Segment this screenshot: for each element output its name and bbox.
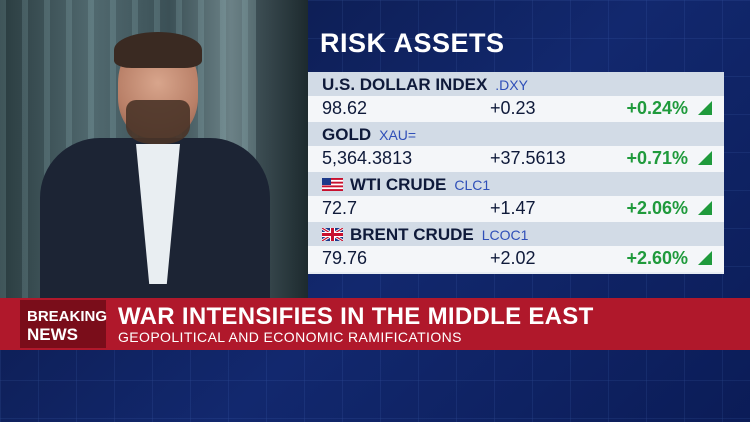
up-arrow-icon <box>698 151 712 165</box>
us-flag-icon <box>322 178 343 191</box>
asset-percent: +0.71% <box>626 148 688 168</box>
up-arrow-icon <box>698 251 712 265</box>
hair <box>114 32 202 68</box>
asset-label-row: WTI CRUDE CLC1 <box>308 172 724 196</box>
headline: WAR INTENSIFIES IN THE MIDDLE EAST <box>118 303 594 330</box>
uk-flag-icon <box>322 228 343 241</box>
asset-label-row: GOLD XAU= <box>308 122 724 146</box>
asset-change: +37.5613 <box>490 148 566 168</box>
asset-percent: +2.06% <box>626 198 688 218</box>
anchor-video <box>0 0 308 298</box>
asset-ric: LCOC1 <box>481 227 529 243</box>
risk-assets-panel: U.S. DOLLAR INDEX .DXY 98.62 +0.23 +0.24%… <box>308 72 724 274</box>
asset-change: +0.23 <box>490 98 536 118</box>
beard <box>126 100 190 144</box>
asset-percent: +2.60% <box>626 248 688 268</box>
asset-name: GOLD <box>322 125 372 144</box>
asset-value-row: 98.62 +0.23 +0.24% <box>308 96 724 122</box>
asset-ric: CLC1 <box>454 177 491 193</box>
up-arrow-icon <box>698 101 712 115</box>
panel-title: RISK ASSETS <box>320 28 505 58</box>
asset-name: U.S. DOLLAR INDEX <box>322 75 488 94</box>
asset-name: WTI CRUDE <box>350 175 447 194</box>
breaking-news-banner <box>0 298 750 350</box>
breaking-label: BREAKING <box>27 308 108 325</box>
asset-label-row: U.S. DOLLAR INDEX .DXY <box>308 72 724 96</box>
asset-label-row: BRENT CRUDE LCOC1 <box>308 222 724 246</box>
asset-change: +2.02 <box>490 248 536 268</box>
news-label: NEWS <box>27 325 78 344</box>
asset-name: BRENT CRUDE <box>350 225 474 244</box>
asset-price: 79.76 <box>322 248 368 268</box>
asset-price: 5,364.3813 <box>322 148 413 168</box>
asset-price: 98.62 <box>322 98 368 118</box>
breaking-news-badge: BREAKING NEWS <box>20 300 108 348</box>
asset-value-row: 79.76 +2.02 +2.60% <box>308 246 724 272</box>
asset-price: 72.7 <box>322 198 358 218</box>
asset-change: +1.47 <box>490 198 536 218</box>
up-arrow-icon <box>698 201 712 215</box>
anchor-figure <box>40 32 270 298</box>
asset-value-row: 5,364.3813 +37.5613 +0.71% <box>308 146 724 172</box>
asset-ric: .DXY <box>495 77 528 93</box>
asset-ric: XAU= <box>379 127 417 143</box>
asset-value-row: 72.7 +1.47 +2.06% <box>308 196 724 222</box>
subheadline: GEOPOLITICAL AND ECONOMIC RAMIFICATIONS <box>118 329 462 345</box>
asset-percent: +0.24% <box>626 98 688 118</box>
